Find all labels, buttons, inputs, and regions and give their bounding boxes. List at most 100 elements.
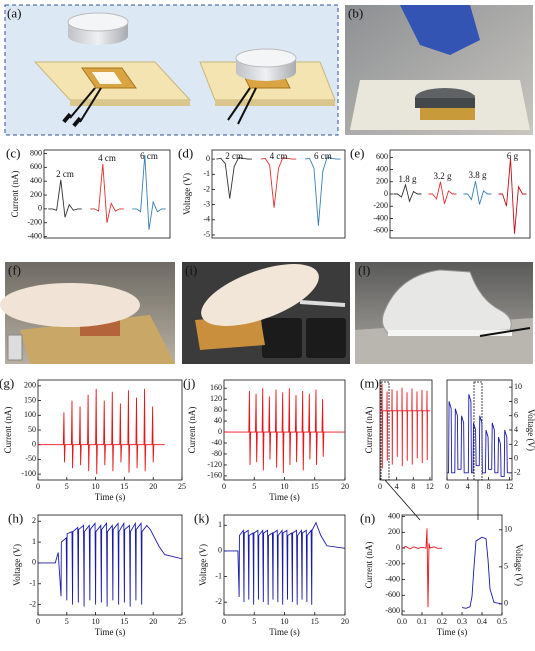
y-tick-label: 0 bbox=[32, 558, 36, 567]
y2-tick-label: 8 bbox=[514, 396, 518, 405]
panel-label: (j) bbox=[183, 376, 195, 391]
series-label: 3.8 g bbox=[469, 170, 488, 180]
substrate-side bbox=[70, 100, 190, 106]
y-axis-label: Current (nA) bbox=[3, 407, 13, 454]
series-line bbox=[260, 157, 297, 208]
panel-label: (b) bbox=[348, 6, 363, 21]
x-tick-label: 5 bbox=[65, 617, 69, 626]
x-tick-label: 8 bbox=[411, 482, 415, 491]
panel-label: (a) bbox=[7, 6, 21, 21]
y-tick-label: 150 bbox=[24, 395, 36, 404]
y-tick-label: -40 bbox=[211, 438, 222, 447]
finger bbox=[201, 264, 319, 326]
y-tick-label: 1 bbox=[32, 537, 36, 546]
plot-frame bbox=[223, 514, 346, 616]
plot-frame bbox=[43, 149, 171, 239]
y-tick-label: -1 bbox=[215, 571, 222, 580]
panel-label: (l) bbox=[358, 263, 370, 278]
y-tick-label: 0 bbox=[396, 543, 400, 552]
y-tick-label: -600 bbox=[385, 590, 400, 599]
series-line bbox=[463, 181, 492, 205]
y-tick-label: 600 bbox=[30, 162, 42, 171]
series-line bbox=[216, 157, 252, 199]
plot-frame bbox=[379, 379, 433, 481]
y-tick-label: -3 bbox=[203, 199, 210, 208]
x-tick-label: 0.0 bbox=[397, 617, 407, 626]
y-tick-label: -400 bbox=[27, 231, 42, 240]
series-label: 4 cm bbox=[270, 151, 288, 161]
x-tick-label: 12 bbox=[505, 482, 513, 491]
series-label: 6 cm bbox=[314, 151, 332, 161]
y-tick-label: -200 bbox=[373, 201, 388, 210]
x-tick-label: 0 bbox=[222, 617, 226, 626]
series-line bbox=[380, 383, 430, 469]
series-line bbox=[428, 181, 457, 204]
photo-b bbox=[345, 5, 533, 135]
y-axis-label: Current (nA) bbox=[10, 171, 20, 218]
y2-tick-label: 2 bbox=[514, 439, 518, 448]
series-line bbox=[38, 388, 165, 475]
y-tick-label: -120 bbox=[207, 460, 222, 469]
y-tick-label: -5 bbox=[203, 230, 210, 239]
photo-l bbox=[355, 262, 533, 364]
key bbox=[262, 318, 302, 358]
weight-top bbox=[235, 48, 297, 68]
x-tick-label: 4 bbox=[395, 482, 399, 491]
weight-top bbox=[67, 12, 129, 32]
panel-label: (k) bbox=[194, 511, 209, 526]
y-tick-label: -4 bbox=[203, 215, 210, 224]
y-axis-label: Current (nA) bbox=[187, 407, 197, 454]
x-tick-label: 0 bbox=[378, 482, 382, 491]
y-tick-label: -1 bbox=[29, 579, 36, 588]
series-line bbox=[90, 163, 124, 223]
photo-i bbox=[182, 262, 350, 364]
x-tick-label: 25 bbox=[178, 482, 186, 491]
series-label: 1.8 g bbox=[399, 174, 418, 184]
y-tick-label: 2 bbox=[32, 516, 36, 525]
x-tick-label: 25 bbox=[178, 617, 186, 626]
x-tick-label: 0.4 bbox=[477, 617, 487, 626]
x-tick-label: 15 bbox=[120, 617, 128, 626]
y-tick-label: -400 bbox=[373, 213, 388, 222]
y2-tick-label: -2 bbox=[514, 468, 521, 477]
key bbox=[306, 318, 346, 358]
y-tick-label: 400 bbox=[388, 511, 400, 520]
series-line bbox=[305, 156, 341, 226]
x-tick-label: 0 bbox=[36, 617, 40, 626]
y-tick-label: -2 bbox=[215, 597, 222, 606]
plot-frame bbox=[211, 149, 346, 239]
y-tick-label: 400 bbox=[30, 176, 42, 185]
y2-axis-label: Voltage (V) bbox=[526, 409, 535, 451]
series-line bbox=[393, 183, 422, 203]
y-tick-label: -600 bbox=[373, 225, 388, 234]
panel-label: (f) bbox=[8, 263, 21, 278]
y-tick-label: -400 bbox=[385, 574, 400, 583]
x-tick-label: 20 bbox=[149, 482, 157, 491]
photo-f bbox=[0, 262, 175, 364]
x-axis-label: Time (s) bbox=[95, 492, 125, 502]
series-line bbox=[401, 528, 443, 608]
plot-frame bbox=[389, 149, 531, 239]
y-tick-label: -50 bbox=[25, 454, 36, 463]
plot-frame bbox=[223, 379, 346, 481]
wire bbox=[69, 87, 102, 123]
y-axis-label: Voltage (V) bbox=[12, 544, 22, 586]
y-tick-label: 200 bbox=[30, 190, 42, 199]
x-tick-label: 20 bbox=[149, 617, 157, 626]
x-axis-label: Time (s) bbox=[437, 627, 467, 637]
y2-tick-label: 10 bbox=[514, 382, 522, 391]
wire bbox=[227, 87, 257, 125]
glove bbox=[400, 5, 480, 55]
x-tick-label: 0.2 bbox=[437, 617, 447, 626]
y-tick-label: -160 bbox=[207, 471, 222, 480]
cable bbox=[299, 300, 346, 307]
plot-frame bbox=[37, 514, 183, 616]
panel-label: (m) bbox=[360, 376, 379, 391]
schematic-a bbox=[4, 4, 339, 136]
weight-side bbox=[415, 98, 475, 108]
series-line bbox=[224, 388, 345, 474]
finger bbox=[0, 283, 140, 327]
y-tick-label: 0 bbox=[206, 154, 210, 163]
y-tick-label: 50 bbox=[28, 425, 36, 434]
